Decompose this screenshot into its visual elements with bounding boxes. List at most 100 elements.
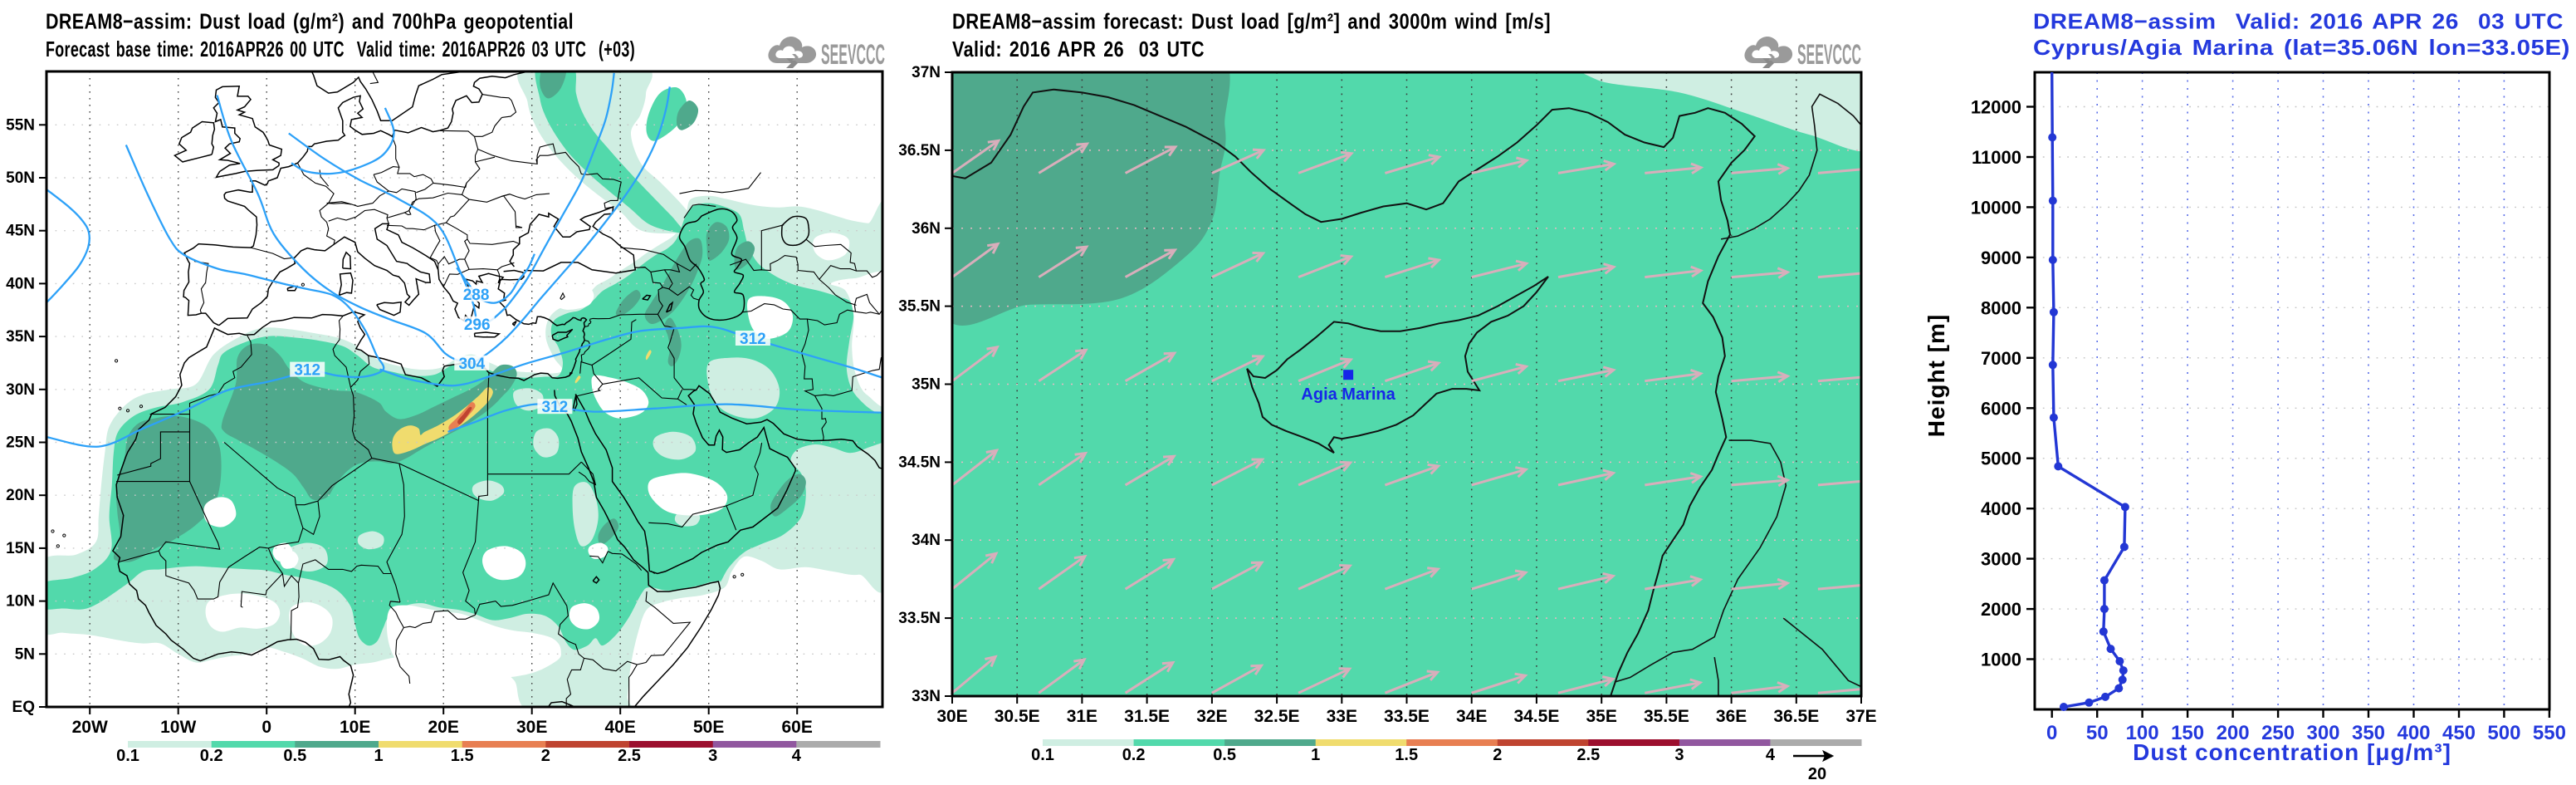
svg-text:312: 312 [740,331,766,348]
svg-text:Cyprus/Agia Marina (lat=35.06N: Cyprus/Agia Marina (lat=35.06N lon=33.05… [2033,35,2570,60]
svg-text:36N: 36N [912,220,941,238]
svg-text:3: 3 [708,747,717,765]
svg-text:312: 312 [542,399,569,416]
svg-text:35E: 35E [1586,707,1617,726]
svg-text:5000: 5000 [1981,449,2021,469]
svg-text:50: 50 [2086,722,2109,744]
svg-text:4: 4 [1766,746,1776,764]
svg-text:33N: 33N [912,688,941,705]
svg-text:500: 500 [2487,722,2520,744]
svg-text:34.5N: 34.5N [898,454,941,471]
svg-text:32.5E: 32.5E [1254,707,1300,726]
svg-text:0.1: 0.1 [116,747,139,765]
svg-text:100: 100 [2126,722,2159,744]
svg-text:Valid: 2016 APR 26 03 UTC: Valid: 2016 APR 26 03 UTC [952,37,1205,61]
svg-text:34E: 34E [1456,707,1487,726]
svg-text:55N: 55N [6,116,35,134]
svg-text:36.5N: 36.5N [898,142,941,159]
svg-text:SEEVCCC: SEEVCCC [821,39,885,71]
svg-text:4: 4 [792,747,802,765]
svg-text:1: 1 [1311,746,1320,764]
svg-text:312: 312 [294,362,320,380]
svg-text:1: 1 [374,747,383,765]
svg-text:350: 350 [2352,722,2385,744]
svg-text:20W: 20W [72,718,108,737]
svg-text:550: 550 [2533,722,2566,744]
svg-text:2: 2 [1493,746,1502,764]
svg-text:0.2: 0.2 [1122,746,1146,764]
svg-text:34N: 34N [912,532,941,549]
svg-text:Height [m]: Height [m] [1923,314,1949,437]
svg-text:37N: 37N [912,64,941,81]
svg-text:30N: 30N [6,381,35,399]
svg-text:288: 288 [463,287,490,304]
svg-text:DREAM8−assim forecast: Dust lo: DREAM8−assim forecast: Dust load [g/m²] … [952,9,1551,34]
svg-text:296: 296 [464,316,491,334]
svg-text:30.5E: 30.5E [995,707,1040,726]
svg-text:35.5N: 35.5N [898,298,941,316]
svg-text:0.5: 0.5 [1213,746,1236,764]
svg-text:36.5E: 36.5E [1773,707,1819,726]
svg-text:SEEVCCC: SEEVCCC [1797,39,1861,71]
svg-text:300: 300 [2306,722,2339,744]
svg-text:304: 304 [458,356,485,373]
svg-text:DREAM8−assim: Dust load (g/m²): DREAM8−assim: Dust load (g/m²) and 700hP… [46,9,574,34]
svg-text:30E: 30E [936,707,967,726]
svg-text:2: 2 [541,747,550,765]
svg-text:2.5: 2.5 [618,747,641,765]
svg-text:3: 3 [1674,746,1684,764]
svg-text:32E: 32E [1196,707,1227,726]
svg-text:25N: 25N [6,434,35,452]
svg-text:400: 400 [2397,722,2430,744]
svg-text:10N: 10N [6,593,35,611]
svg-text:11000: 11000 [1972,147,2021,168]
svg-text:4000: 4000 [1981,498,2021,519]
svg-text:36E: 36E [1716,707,1747,726]
svg-text:60E: 60E [782,718,813,737]
svg-text:34.5E: 34.5E [1513,707,1559,726]
svg-text:450: 450 [2442,722,2476,744]
svg-text:1000: 1000 [1981,650,2021,670]
svg-text:31E: 31E [1067,707,1097,726]
svg-text:200: 200 [2217,722,2250,744]
svg-text:35N: 35N [6,328,35,346]
svg-text:0.5: 0.5 [283,747,306,765]
svg-text:45N: 45N [6,223,35,240]
svg-text:40E: 40E [605,718,636,737]
svg-text:20: 20 [1808,765,1826,783]
svg-text:31.5E: 31.5E [1124,707,1170,726]
svg-text:33E: 33E [1327,707,1357,726]
svg-text:12000: 12000 [1971,97,2021,118]
svg-text:9000: 9000 [1981,248,2021,268]
svg-text:7000: 7000 [1981,348,2021,369]
svg-text:250: 250 [2261,722,2295,744]
svg-text:10E: 10E [340,718,370,737]
svg-text:3000: 3000 [1981,549,2021,570]
svg-text:35N: 35N [912,376,941,394]
svg-text:1.5: 1.5 [1395,746,1418,764]
svg-text:20E: 20E [428,718,459,737]
svg-text:2000: 2000 [1981,599,2021,620]
svg-text:33.5E: 33.5E [1384,707,1430,726]
svg-text:0.2: 0.2 [200,747,223,765]
svg-text:50E: 50E [693,718,724,737]
svg-text:Agia Marina: Agia Marina [1301,385,1396,404]
svg-text:33.5N: 33.5N [898,610,941,627]
svg-text:0: 0 [2046,722,2057,744]
svg-text:35.5E: 35.5E [1644,707,1689,726]
svg-text:37E: 37E [1845,707,1876,726]
svg-text:150: 150 [2171,722,2204,744]
svg-text:15N: 15N [6,540,35,557]
svg-text:10W: 10W [160,718,196,737]
svg-text:0.1: 0.1 [1031,746,1054,764]
svg-text:EQ: EQ [12,699,35,716]
svg-text:8000: 8000 [1981,297,2021,318]
svg-text:20N: 20N [6,487,35,504]
svg-text:1.5: 1.5 [451,747,474,765]
svg-text:40N: 40N [6,275,35,292]
svg-text:0: 0 [262,718,271,737]
svg-text:6000: 6000 [1981,398,2021,419]
svg-text:30E: 30E [516,718,547,737]
svg-text:2.5: 2.5 [1576,746,1600,764]
svg-text:DREAM8−assim Valid: 2016 APR: DREAM8−assim Valid: 2016 APR 26 03 UTC [2033,9,2564,34]
